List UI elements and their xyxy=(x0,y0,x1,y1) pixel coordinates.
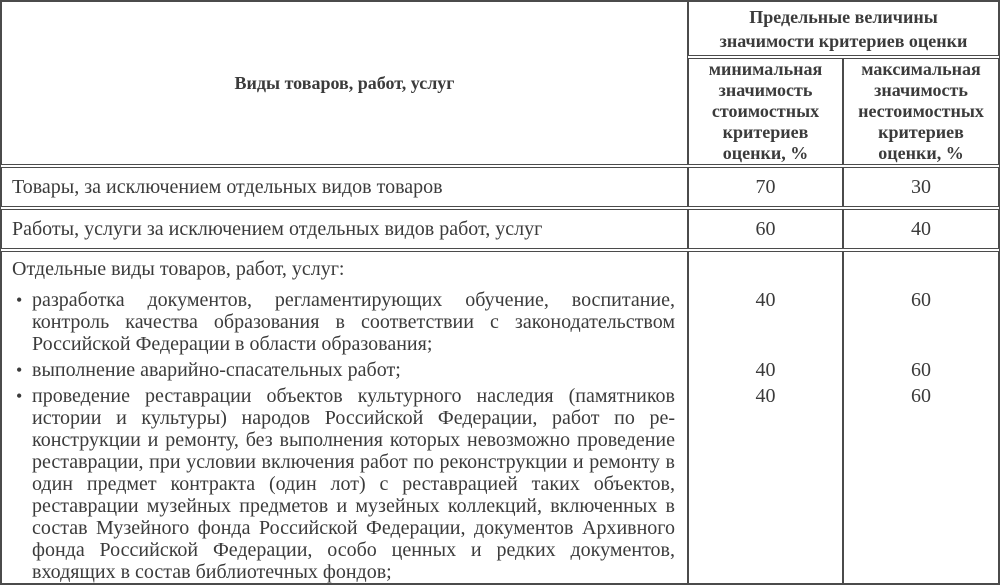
bullet-restoration-text: проведение реставрации объектов культурн… xyxy=(12,385,675,583)
table-row-works-max: 40 xyxy=(843,209,999,249)
bullet-restoration-max-value: 60 xyxy=(911,385,931,407)
bullet-restoration-min: 40 xyxy=(688,381,843,583)
table-row-goods-label: Товары, за исключением отдельных видов т… xyxy=(1,167,688,207)
row-goods-min-value: 70 xyxy=(755,175,776,198)
bullet-rescue-works-max: 60 xyxy=(843,355,998,381)
bullet-restoration-min-value: 40 xyxy=(755,385,776,407)
header-limit-line1: Предельные величины xyxy=(749,6,938,27)
table-row-special-types: Отдельные виды товаров, работ, услуг: ра… xyxy=(1,251,999,584)
special-row-heading-cell: Отдельные виды товаров, работ, услуг: xyxy=(2,252,688,280)
bullet-rescue-works-min-value: 40 xyxy=(755,359,776,381)
bullet-rescue-works-text: выполнение аварийно-спасательных работ; xyxy=(12,359,675,381)
table-row-works-min: 60 xyxy=(688,209,843,249)
header-kinds-label: Виды товаров, работ, услуг xyxy=(234,72,455,93)
row-works-max-value: 40 xyxy=(911,217,931,240)
bullet-restoration-cell: проведение реставрации объектов культурн… xyxy=(2,381,688,583)
special-row-heading: Отдельные виды товаров, работ, услуг: xyxy=(12,258,345,280)
row-works-min-value: 60 xyxy=(755,217,776,240)
table-row-works-label: Работы, услуги за исключением отдельных … xyxy=(1,209,688,249)
header-limit-values: Предельные величины значимости критериев… xyxy=(688,1,999,56)
bullet-education-docs-max-value: 60 xyxy=(911,289,931,311)
bullet-education-docs-text: разработка документов, регламентирующих … xyxy=(12,289,675,355)
special-row-heading-min-spacer xyxy=(688,252,843,280)
bullet-education-docs-min: 40 xyxy=(688,280,843,355)
bullet-education-docs-min-value: 40 xyxy=(755,289,776,311)
row-goods-max-value: 30 xyxy=(911,175,931,198)
bullet-restoration-max: 60 xyxy=(843,381,998,583)
bullet-education-docs-cell: разработка документов, регламентирующих … xyxy=(2,280,688,355)
table-row-goods-min: 70 xyxy=(688,167,843,207)
header-kinds-column: Виды товаров, работ, услуг xyxy=(1,1,688,165)
bullet-rescue-works-min: 40 xyxy=(688,355,843,381)
header-max-noncost-criteria: максимальная значимость нестоимостных кр… xyxy=(843,58,999,165)
bullet-rescue-works-max-value: 60 xyxy=(911,359,931,381)
bullet-rescue-works-cell: выполнение аварийно-спасательных работ; xyxy=(2,355,688,381)
header-min-label: минимальная значимость стоимостных крите… xyxy=(708,59,823,163)
header-min-cost-criteria: минимальная значимость стоимостных крите… xyxy=(688,58,843,165)
header-max-label: максимальная значимость нестоимостных кр… xyxy=(858,59,984,163)
table-row-goods-max: 30 xyxy=(843,167,999,207)
row-works-text: Работы, услуги за исключением отдельных … xyxy=(12,217,543,240)
bullet-education-docs-max: 60 xyxy=(843,280,998,355)
header-limit-line2: значимости критериев оценки xyxy=(719,30,968,51)
special-row-heading-max-spacer xyxy=(843,252,998,280)
row-goods-text: Товары, за исключением отдельных видов т… xyxy=(12,175,443,198)
